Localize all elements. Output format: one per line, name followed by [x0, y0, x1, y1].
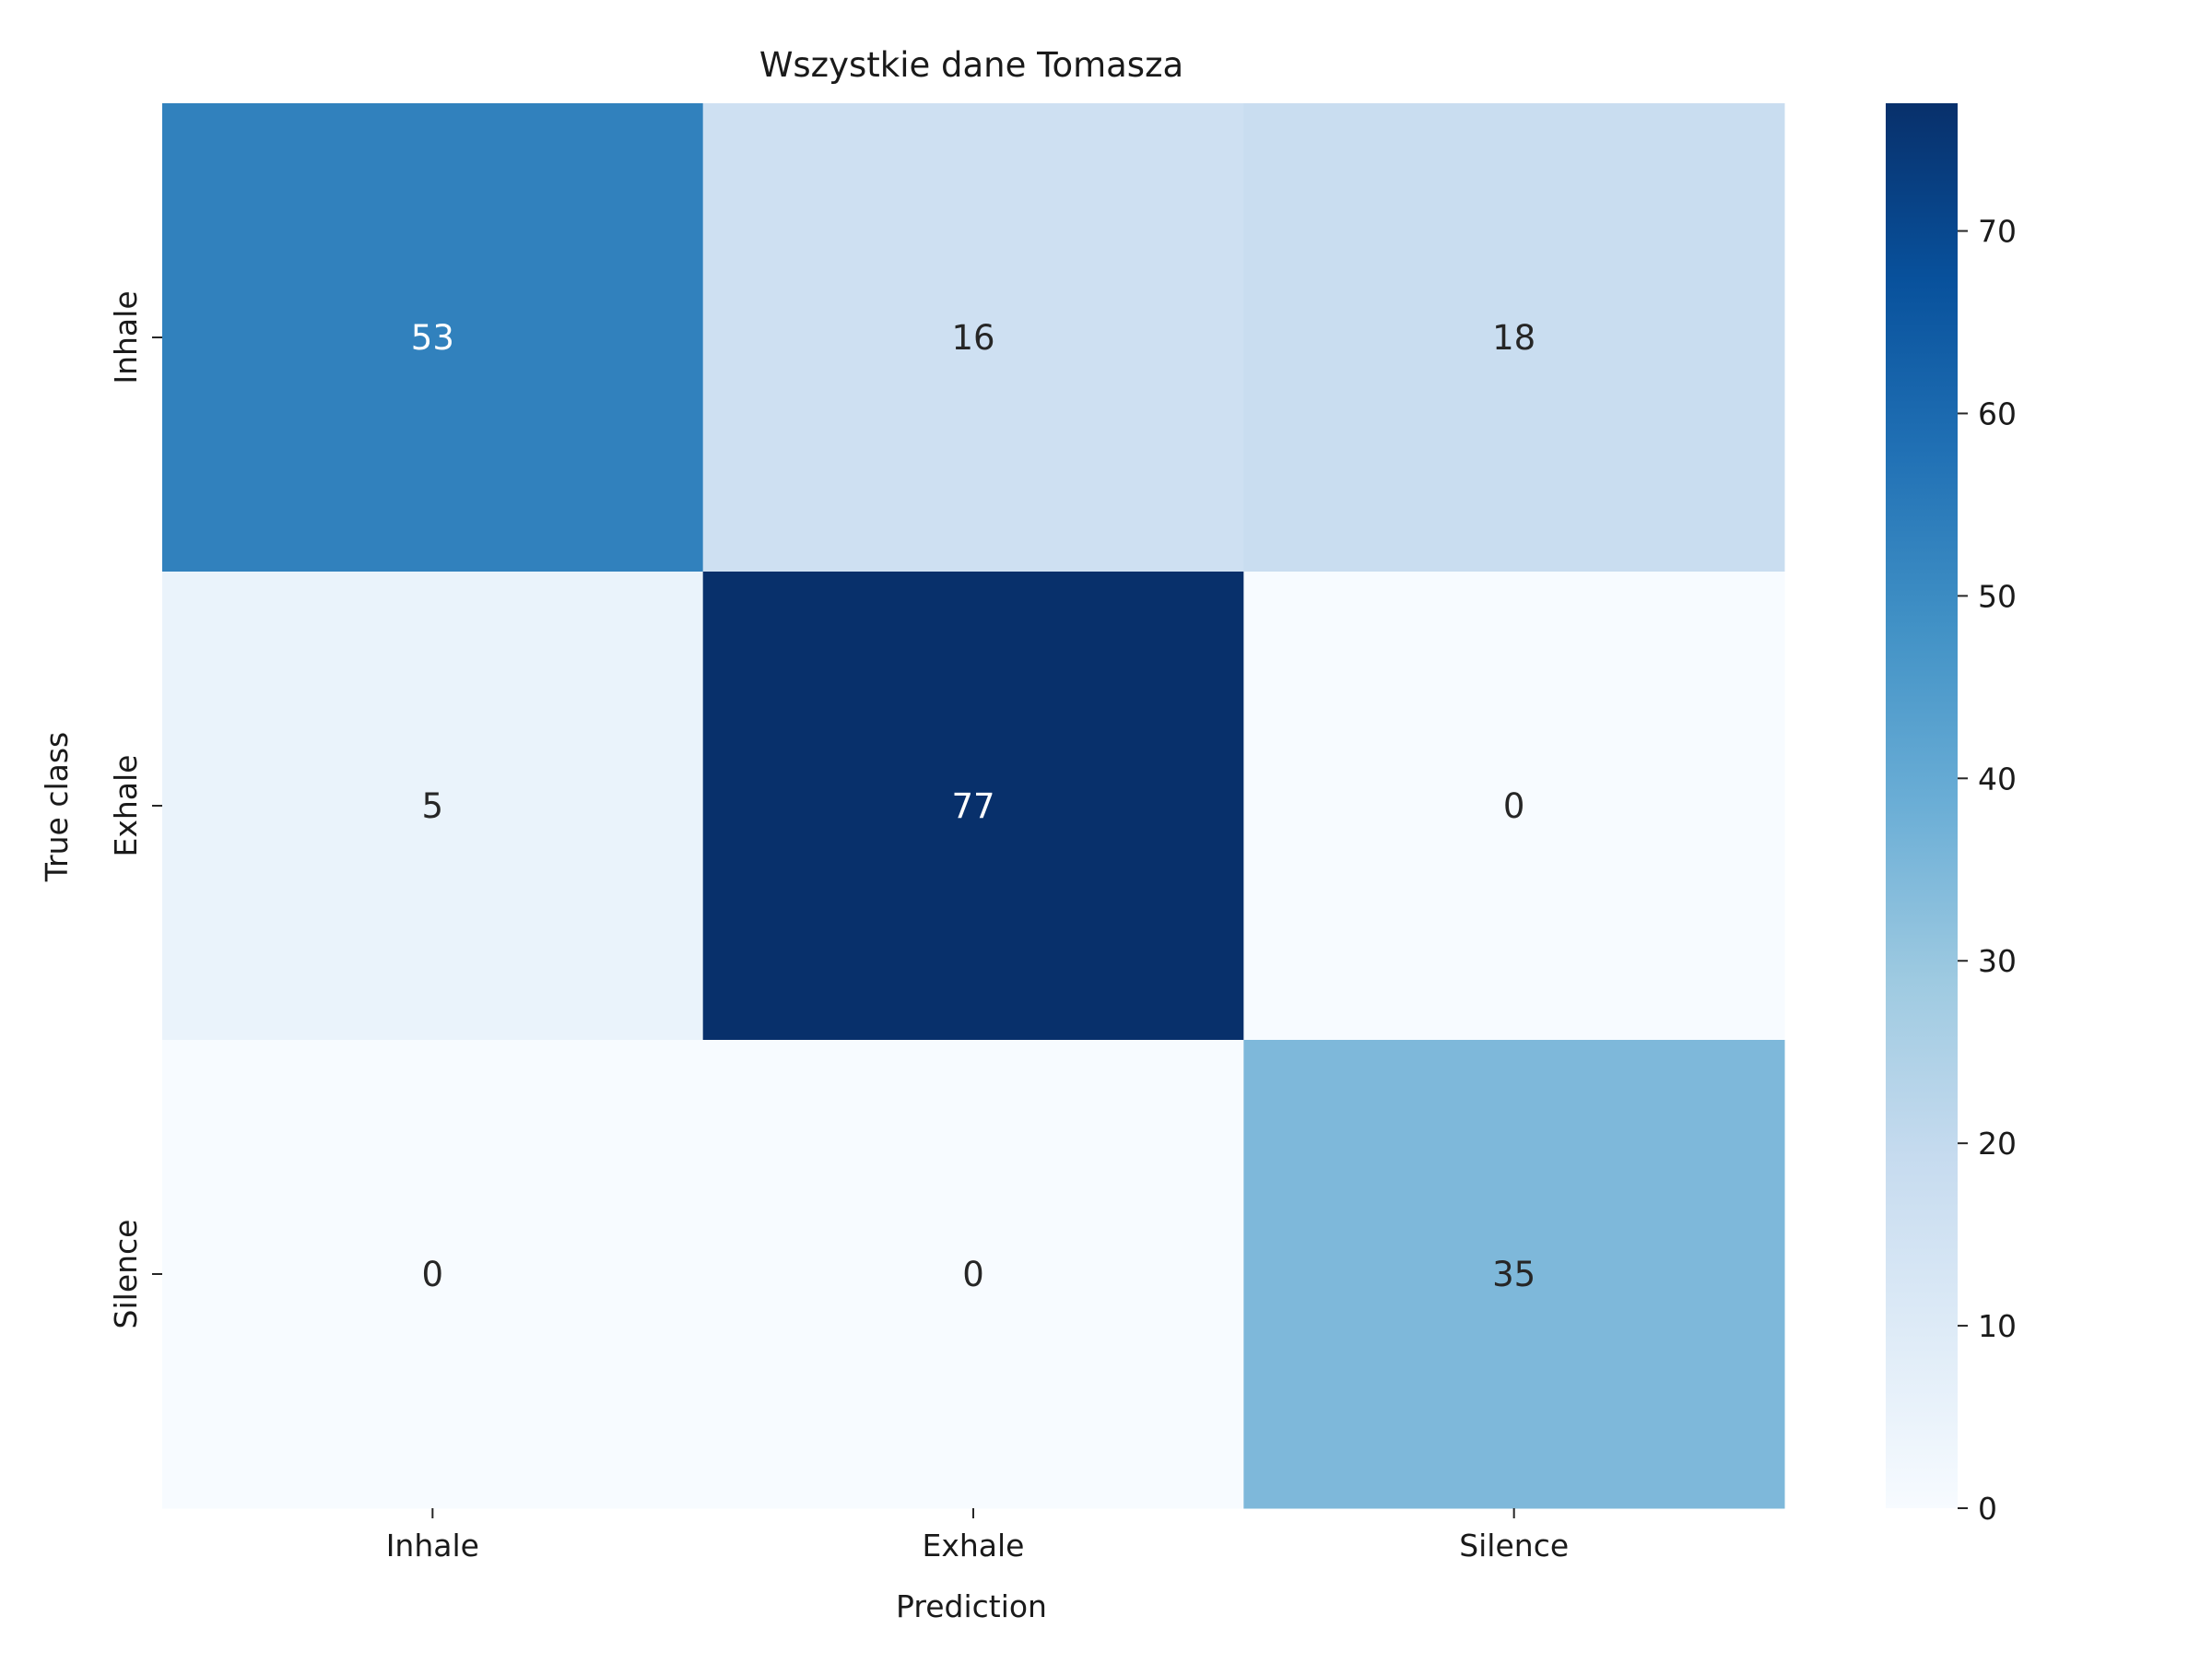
cell-value-label: 18: [1492, 318, 1535, 358]
heatmap-cell: [162, 1040, 704, 1509]
cell-value-label: 77: [951, 786, 994, 826]
cell-value-label: 0: [962, 1255, 984, 1294]
x-axis: Inhale Exhale Silence: [386, 1508, 1569, 1564]
x-tick-label: Inhale: [386, 1528, 479, 1564]
y-tick-label: Exhale: [108, 755, 144, 857]
x-axis-label: Prediction: [896, 1588, 1047, 1624]
heatmap-cell: [702, 103, 1244, 572]
cell-value-label: 35: [1492, 1255, 1535, 1294]
colorbar-gradient: [1886, 103, 1958, 1508]
y-axis-label: True class: [39, 732, 75, 883]
x-tick-label: Exhale: [923, 1528, 1025, 1564]
heatmap-cell: [1243, 572, 1785, 1041]
y-tick-label: Silence: [108, 1220, 144, 1329]
heatmap-cell: [1243, 1040, 1785, 1509]
cell-value-label: 53: [411, 318, 454, 358]
cell-value-label: 0: [1503, 786, 1525, 826]
colorbar: 0 10 20 30 40 50 60 70: [1886, 103, 2017, 1527]
colorbar-tick-label: 70: [1978, 214, 2017, 250]
heatmap-cell: [702, 572, 1244, 1041]
heatmap-cell: [162, 572, 704, 1041]
y-axis: Inhale Exhale Silence: [108, 290, 162, 1328]
colorbar-tick-label: 60: [1978, 395, 2017, 431]
heatmap-cells: [162, 103, 1785, 1509]
colorbar-tick-label: 20: [1978, 1126, 2017, 1162]
colorbar-tick-label: 40: [1978, 761, 2017, 797]
heatmap-cell: [1243, 103, 1785, 572]
colorbar-tick-label: 10: [1978, 1308, 2017, 1344]
heatmap-cell: [162, 103, 704, 572]
x-tick-label: Silence: [1459, 1528, 1569, 1564]
cell-value-label: 0: [422, 1255, 444, 1294]
heatmap-cell: [702, 1040, 1244, 1509]
chart-title: Wszystkie dane Tomasza: [759, 45, 1183, 85]
colorbar-tick-label: 50: [1978, 578, 2017, 614]
cell-value-label: 5: [422, 786, 444, 826]
y-tick-label: Inhale: [108, 290, 144, 384]
heatmap-cell-labels: 53 16 18 5 77 0 0 0 35: [411, 318, 1535, 1294]
colorbar-tick-label: 0: [1978, 1491, 1997, 1527]
colorbar-tick-label: 30: [1978, 943, 2017, 979]
cell-value-label: 16: [951, 318, 994, 358]
